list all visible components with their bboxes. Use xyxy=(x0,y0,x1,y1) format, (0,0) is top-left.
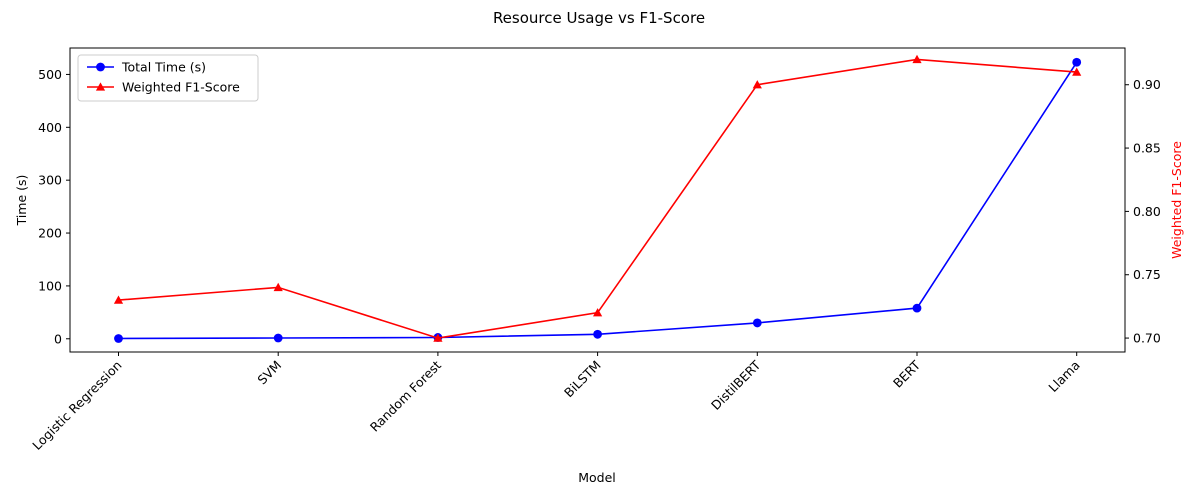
x-tick-label: Llama xyxy=(1045,358,1082,395)
legend: Total Time (s) Weighted F1-Score xyxy=(77,54,259,102)
series-line-2 xyxy=(118,58,1077,339)
x-tick-label: BiLSTM xyxy=(561,358,604,401)
x-tick-label: Random Forest xyxy=(367,357,444,434)
series-line-1 xyxy=(118,61,1078,340)
legend-label: Weighted F1-Score xyxy=(122,80,240,95)
x-tick-label: Logistic Regression xyxy=(29,358,124,453)
y-left-tick-label: 0 xyxy=(54,331,62,346)
legend-marker xyxy=(95,82,106,91)
y-right-tick-label: 0.80 xyxy=(1133,204,1161,219)
y-axis-left-label: Time (s) xyxy=(14,175,29,227)
x-tick-label: DistilBERT xyxy=(708,357,764,413)
series-marker-1 xyxy=(752,318,762,328)
y-right-tick-label: 0.70 xyxy=(1133,331,1161,346)
series-marker-1 xyxy=(273,333,283,343)
legend-label: Total Time (s) xyxy=(121,60,206,75)
series-marker-2 xyxy=(113,295,124,304)
series-marker-1 xyxy=(114,334,123,343)
y-right-tick-label: 0.75 xyxy=(1133,267,1161,282)
series-marker-2 xyxy=(1072,67,1082,76)
y-left-tick-label: 500 xyxy=(38,67,62,82)
y-left-tick-label: 300 xyxy=(38,173,62,188)
x-axis-label: Model xyxy=(578,470,616,485)
series-marker-2 xyxy=(593,308,603,317)
plot-area: 0 100 200 300 400 500 0.70 0.75 0.80 0.85 0.90 Logi… xyxy=(29,47,1161,453)
series-marker-1 xyxy=(1072,57,1082,67)
series-marker-1 xyxy=(912,303,922,313)
series-marker-1 xyxy=(593,329,602,339)
y-right-tick-label: 0.90 xyxy=(1133,77,1161,92)
y-left-tick-label: 200 xyxy=(38,226,62,241)
y-axis-right-label: Weighted F1-Score xyxy=(1169,141,1184,259)
y-left-tick-label: 100 xyxy=(38,278,62,293)
legend-box xyxy=(77,54,259,102)
x-tick-label: SVM xyxy=(254,358,284,388)
y-right-tick-label: 0.85 xyxy=(1133,141,1161,156)
series-marker-2 xyxy=(273,282,283,292)
series-marker-2 xyxy=(752,80,762,89)
series-marker-2 xyxy=(433,333,443,342)
chart-title: Resource Usage vs F1-Score xyxy=(493,9,705,27)
series-marker-2 xyxy=(912,54,922,64)
legend-marker xyxy=(96,62,105,72)
x-tick-label: BERT xyxy=(890,357,923,390)
y-left-tick-label: 400 xyxy=(38,120,62,135)
